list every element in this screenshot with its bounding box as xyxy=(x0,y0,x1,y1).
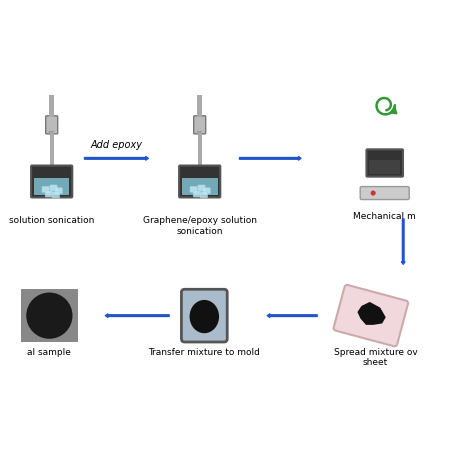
Bar xyxy=(197,131,202,135)
Bar xyxy=(182,178,218,195)
Bar xyxy=(49,94,54,117)
FancyBboxPatch shape xyxy=(55,188,62,194)
FancyBboxPatch shape xyxy=(21,289,78,343)
FancyBboxPatch shape xyxy=(334,285,408,346)
Polygon shape xyxy=(357,302,386,325)
Bar xyxy=(49,131,55,135)
FancyBboxPatch shape xyxy=(50,185,57,191)
Ellipse shape xyxy=(190,300,219,333)
Text: al sample: al sample xyxy=(27,348,71,357)
Bar xyxy=(34,178,70,195)
FancyBboxPatch shape xyxy=(360,187,409,200)
FancyBboxPatch shape xyxy=(42,186,49,192)
FancyBboxPatch shape xyxy=(182,289,227,342)
Bar xyxy=(48,166,55,170)
Bar xyxy=(197,94,202,117)
Text: Mechanical m: Mechanical m xyxy=(353,211,416,220)
FancyBboxPatch shape xyxy=(190,186,197,192)
FancyBboxPatch shape xyxy=(45,191,53,197)
Text: solution sonication: solution sonication xyxy=(9,216,94,225)
Bar xyxy=(198,132,201,166)
Bar xyxy=(196,166,203,170)
Text: Graphene/epoxy solution
sonication: Graphene/epoxy solution sonication xyxy=(143,216,257,236)
Text: Transfer mixture to mold: Transfer mixture to mold xyxy=(148,348,260,357)
FancyBboxPatch shape xyxy=(31,165,72,198)
Circle shape xyxy=(26,292,73,339)
FancyBboxPatch shape xyxy=(46,116,58,134)
FancyBboxPatch shape xyxy=(198,185,205,191)
FancyBboxPatch shape xyxy=(200,192,208,198)
FancyBboxPatch shape xyxy=(193,191,201,197)
Circle shape xyxy=(371,191,375,195)
Bar xyxy=(369,160,400,174)
FancyBboxPatch shape xyxy=(52,192,60,198)
FancyBboxPatch shape xyxy=(179,165,220,198)
Text: Add epoxy: Add epoxy xyxy=(91,140,142,150)
FancyBboxPatch shape xyxy=(194,116,206,134)
FancyBboxPatch shape xyxy=(366,149,403,177)
FancyBboxPatch shape xyxy=(203,188,210,194)
Text: Spread mixture ov
sheet: Spread mixture ov sheet xyxy=(334,348,417,367)
Bar xyxy=(50,132,54,166)
